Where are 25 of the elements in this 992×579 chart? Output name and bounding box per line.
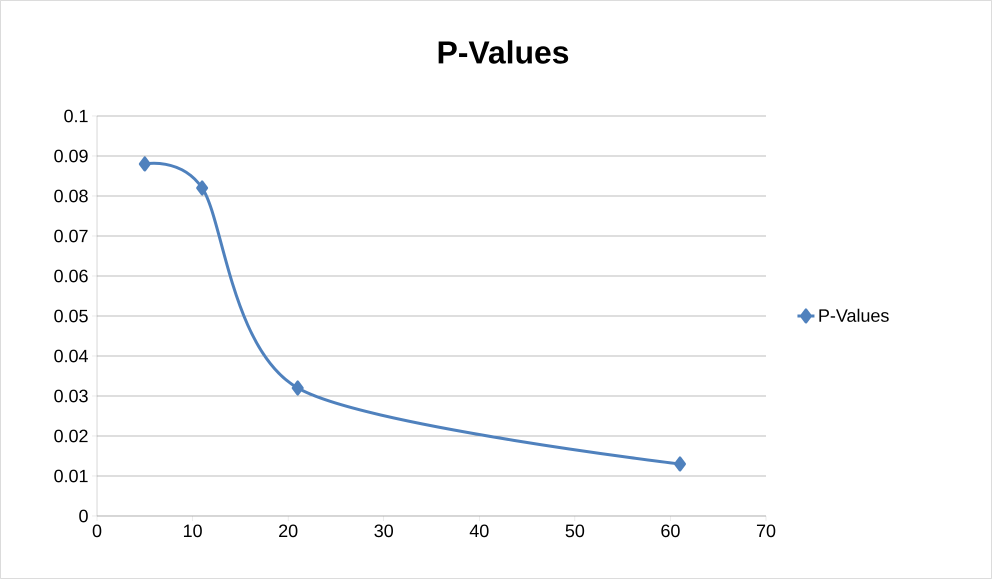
x-tick-label: 60 bbox=[661, 524, 680, 538]
y-tick-label: 0.05 bbox=[54, 310, 88, 322]
y-tick-label: 0.01 bbox=[54, 470, 88, 482]
y-tick-label: 0.07 bbox=[54, 230, 88, 242]
point bbox=[292, 380, 304, 396]
y-tick-label: 0.04 bbox=[54, 350, 88, 362]
x-tick-label: 30 bbox=[374, 524, 393, 538]
x-tick-label: 50 bbox=[566, 524, 584, 538]
legend-label: P-Values bbox=[819, 308, 889, 322]
x-tick-label: 10 bbox=[184, 524, 202, 538]
y-tick-label: 0.09 bbox=[54, 150, 88, 162]
y-tick-label: 0.06 bbox=[54, 270, 88, 282]
y-tick-label: 0.03 bbox=[54, 390, 88, 402]
y-tick-label: 0.1 bbox=[64, 110, 88, 122]
y-tick-label: 0 bbox=[79, 510, 88, 522]
point bbox=[674, 456, 686, 472]
x-tick-label: 40 bbox=[470, 524, 489, 538]
x-tick-label: 70 bbox=[756, 524, 776, 538]
y-tick-label: 0.02 bbox=[54, 430, 88, 442]
chart-title: P-Values bbox=[438, 40, 568, 64]
x-tick-label: 20 bbox=[279, 524, 298, 538]
y-tick-label: 0.08 bbox=[54, 190, 88, 202]
point bbox=[196, 180, 208, 196]
point bbox=[138, 156, 151, 172]
x-tick-label: 0 bbox=[92, 524, 102, 538]
